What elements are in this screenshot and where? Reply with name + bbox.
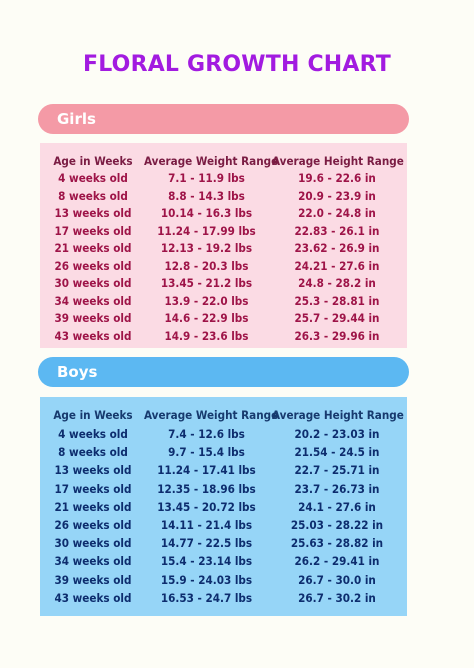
table-row: 43 weeks old 14.9 - 23.6 lbs 26.3 - 29.9… [40,329,407,346]
table-row: 17 weeks old 11.24 - 17.99 lbs 22.83 - 2… [40,224,407,241]
height-cell: 26.3 - 29.96 in [294,328,380,343]
weight-cell: 14.77 - 22.5 lbs [160,536,253,550]
height-cell: 22.0 - 24.8 in [298,206,376,220]
age-cell: 4 weeks old [58,171,128,185]
height-cell: 26.7 - 30.2 in [298,591,376,605]
table-row: 34 weeks old 13.9 - 22.0 lbs 25.3 - 28.8… [40,294,407,311]
weight-cell: 7.4 - 12.6 lbs [168,427,245,441]
height-cell: 23.7 - 26.73 in [294,481,380,496]
height-cell: 20.2 - 23.03 in [294,427,380,441]
weight-cell: 11.24 - 17.99 lbs [157,223,256,238]
height-cell: 25.63 - 28.82 in [290,536,384,550]
weight-cell: 15.9 - 24.03 lbs [160,572,253,587]
age-cell: 30 weeks old [54,276,132,290]
weight-cell: 13.9 - 22.0 lbs [164,293,249,308]
age-cell: 17 weeks old [54,223,132,238]
height-cell: 20.9 - 23.9 in [298,188,376,203]
table-row: 21 weeks old 13.45 - 20.72 lbs 24.1 - 27… [40,500,407,517]
age-cell: 13 weeks old [54,463,132,477]
table-row: 17 weeks old 12.35 - 18.96 lbs 23.7 - 26… [40,482,407,499]
age-cell: 43 weeks old [54,328,132,343]
column-header-height: Average Height Range [272,154,404,168]
weight-cell: 16.53 - 24.7 lbs [160,591,253,605]
weight-cell: 12.13 - 19.2 lbs [160,241,253,255]
column-header-age: Age in Weeks [53,154,133,168]
weight-cell: 13.45 - 21.2 lbs [160,276,253,290]
age-cell: 26 weeks old [54,258,132,273]
table-row: 13 weeks old 11.24 - 17.41 lbs 22.7 - 25… [40,463,407,480]
age-cell: 21 weeks old [54,241,132,255]
weight-cell: 14.11 - 21.4 lbs [160,518,253,532]
age-cell: 34 weeks old [54,554,132,568]
weight-cell: 15.4 - 23.14 lbs [160,554,253,568]
height-cell: 24.8 - 28.2 in [298,276,376,290]
age-cell: 8 weeks old [58,188,128,203]
height-cell: 25.7 - 29.44 in [294,311,380,325]
table-row: 39 weeks old 15.9 - 24.03 lbs 26.7 - 30.… [40,573,407,590]
weight-cell: 8.8 - 14.3 lbs [168,188,245,203]
age-cell: 26 weeks old [54,518,132,532]
weight-cell: 10.14 - 16.3 lbs [160,206,253,220]
age-cell: 8 weeks old [58,445,128,459]
age-cell: 34 weeks old [54,293,132,308]
weight-cell: 13.45 - 20.72 lbs [157,499,256,514]
height-cell: 21.54 - 24.5 in [294,445,380,459]
weight-cell: 7.1 - 11.9 lbs [168,171,245,185]
height-cell: 25.03 - 28.22 in [290,518,384,532]
girls-section-header: Girls [38,104,409,134]
table-row: 30 weeks old 14.77 - 22.5 lbs 25.63 - 28… [40,536,407,553]
height-cell: 25.3 - 28.81 in [294,293,380,308]
column-header-weight: Average Weight Range [144,408,279,422]
column-header-age: Age in Weeks [53,408,133,422]
table-row: 13 weeks old 10.14 - 16.3 lbs 22.0 - 24.… [40,206,407,223]
age-cell: 21 weeks old [54,499,132,514]
table-row: 39 weeks old 14.6 - 22.9 lbs 25.7 - 29.4… [40,311,407,328]
age-cell: 39 weeks old [54,572,132,587]
age-cell: 13 weeks old [54,206,132,220]
table-header-row: Age in Weeks Average Weight Range Averag… [40,154,407,171]
page-title: FLORAL GROWTH CHART [83,52,391,77]
weight-cell: 14.6 - 22.9 lbs [164,311,249,325]
age-cell: 17 weeks old [54,481,132,496]
weight-cell: 12.35 - 18.96 lbs [157,481,256,496]
height-cell: 22.7 - 25.71 in [294,463,380,477]
age-cell: 4 weeks old [58,427,128,441]
girls-table: Age in Weeks Average Weight Range Averag… [40,143,407,348]
table-row: 4 weeks old 7.1 - 11.9 lbs 19.6 - 22.6 i… [40,171,407,188]
boys-section-header: Boys [38,357,409,387]
table-row: 26 weeks old 14.11 - 21.4 lbs 25.03 - 28… [40,518,407,535]
table-header-row: Age in Weeks Average Weight Range Averag… [40,408,407,425]
age-cell: 30 weeks old [54,536,132,550]
height-cell: 26.2 - 29.41 in [294,554,380,568]
weight-cell: 12.8 - 20.3 lbs [164,258,249,273]
height-cell: 22.83 - 26.1 in [294,223,380,238]
table-row: 21 weeks old 12.13 - 19.2 lbs 23.62 - 26… [40,241,407,258]
table-row: 8 weeks old 8.8 - 14.3 lbs 20.9 - 23.9 i… [40,189,407,206]
age-cell: 39 weeks old [54,311,132,325]
table-row: 8 weeks old 9.7 - 15.4 lbs 21.54 - 24.5 … [40,445,407,462]
height-cell: 23.62 - 26.9 in [294,241,380,255]
column-header-height: Average Height Range [272,408,404,422]
age-cell: 43 weeks old [54,591,132,605]
height-cell: 24.21 - 27.6 in [294,258,380,273]
height-cell: 19.6 - 22.6 in [298,171,376,185]
table-row: 43 weeks old 16.53 - 24.7 lbs 26.7 - 30.… [40,591,407,608]
boys-table: Age in Weeks Average Weight Range Averag… [40,397,407,616]
table-row: 4 weeks old 7.4 - 12.6 lbs 20.2 - 23.03 … [40,427,407,444]
column-header-weight: Average Weight Range [144,154,279,168]
table-row: 26 weeks old 12.8 - 20.3 lbs 24.21 - 27.… [40,259,407,276]
weight-cell: 14.9 - 23.6 lbs [164,328,249,343]
height-cell: 26.7 - 30.0 in [298,572,376,587]
table-row: 34 weeks old 15.4 - 23.14 lbs 26.2 - 29.… [40,554,407,571]
table-row: 30 weeks old 13.45 - 21.2 lbs 24.8 - 28.… [40,276,407,293]
weight-cell: 9.7 - 15.4 lbs [168,445,245,459]
weight-cell: 11.24 - 17.41 lbs [157,463,256,477]
height-cell: 24.1 - 27.6 in [298,499,376,514]
